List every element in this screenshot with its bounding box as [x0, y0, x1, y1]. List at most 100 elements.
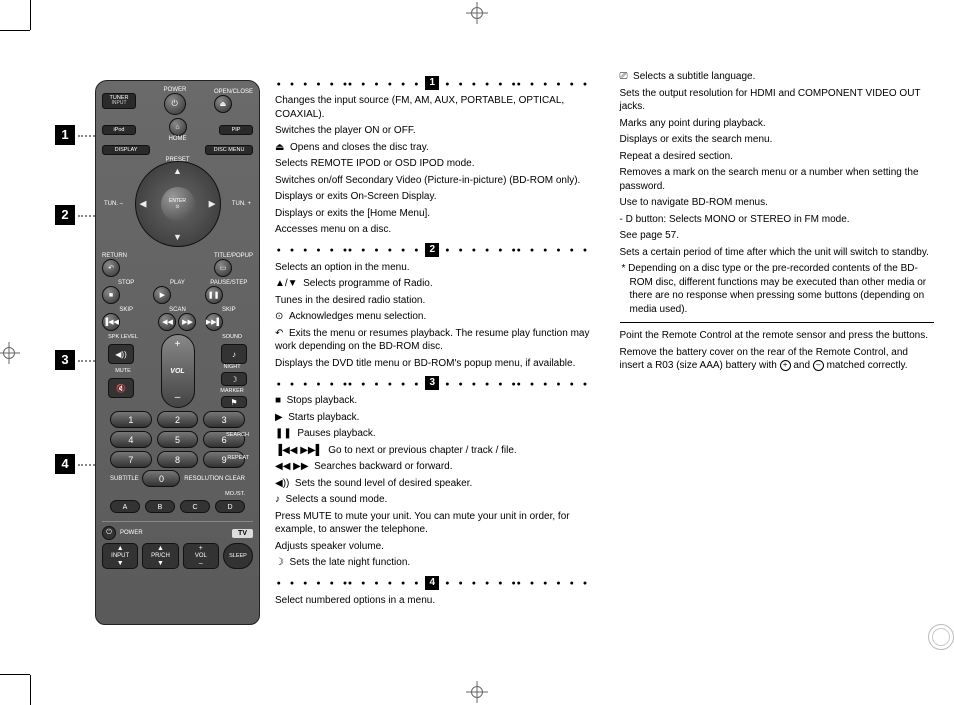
- color-c-button[interactable]: C: [180, 500, 210, 513]
- home-button[interactable]: ⌂: [169, 118, 187, 136]
- scan-fwd-button[interactable]: ▶▶: [178, 313, 196, 331]
- color-a-button[interactable]: A: [110, 500, 140, 513]
- instruction-1: Point the Remote Control at the remote s…: [620, 329, 935, 343]
- page-corner-ornament: [924, 620, 954, 650]
- sound-button[interactable]: ♪: [221, 344, 247, 364]
- color-b-button[interactable]: B: [145, 500, 175, 513]
- description-line: Press MUTE to mute your unit. You can mu…: [275, 510, 590, 537]
- description-line: Switches on/off Secondary Video (Picture…: [275, 174, 590, 188]
- dpad-up[interactable]: ▲: [173, 166, 182, 176]
- display-button[interactable]: DISPLAY: [102, 145, 150, 155]
- section-head-2: 2: [275, 243, 590, 257]
- power-button[interactable]: ⏻: [164, 93, 186, 115]
- skip-prev-button[interactable]: ▐◀◀: [102, 313, 120, 331]
- num-8[interactable]: 8: [157, 451, 199, 468]
- description-line: Sets the output resolution for HDMI and …: [620, 87, 935, 114]
- description-line: - D button: Selects MONO or STEREO in FM…: [620, 213, 935, 227]
- sleep-button[interactable]: SLEEP: [223, 543, 253, 569]
- description-line: Displays the DVD title menu or BD-ROM's …: [275, 357, 590, 371]
- disc-menu-button[interactable]: DISC MENU: [205, 145, 253, 155]
- num-0[interactable]: 0: [142, 470, 180, 487]
- description-line: ◀)) Sets the sound level of desired spea…: [275, 477, 590, 491]
- description-line: Marks any point during playback.: [620, 117, 935, 131]
- ipod-button[interactable]: iPod: [102, 125, 136, 135]
- tv-vol-button[interactable]: +VOL–: [183, 543, 219, 569]
- night-button[interactable]: ☽: [221, 372, 247, 386]
- description-line: ☽ Sets the late night function.: [275, 556, 590, 570]
- power-label: POWER: [164, 87, 187, 93]
- tv-power-button[interactable]: ⏻: [102, 526, 116, 540]
- description-line: Selects REMOTE IPOD or OSD IPOD mode.: [275, 157, 590, 171]
- tuner-input-button[interactable]: TUNERINPUT: [102, 93, 136, 109]
- skip-next-button[interactable]: ▶▶▌: [205, 313, 223, 331]
- description-line: Displays or exits the [Home Menu].: [275, 207, 590, 221]
- tv-control-block: ⏻ POWER TV ▲INPUT▼ ▲PR/CH▼ +VOL– SLEEP: [102, 521, 253, 569]
- tv-input-button[interactable]: ▲INPUT▼: [102, 543, 138, 569]
- description-line: Adjusts speaker volume.: [275, 540, 590, 554]
- description-line: ▐◀◀ ▶▶▌ Go to next or previous chapter /…: [275, 444, 590, 458]
- spk-level-button[interactable]: ◀)): [108, 344, 134, 364]
- description-line: ↶ Exits the menu or resumes playback. Th…: [275, 327, 590, 354]
- section-head-4: 4: [275, 576, 590, 590]
- description-line: Accesses menu on a disc.: [275, 223, 590, 237]
- play-button[interactable]: ▶: [153, 286, 171, 304]
- open-close-button[interactable]: ⏏: [214, 95, 232, 113]
- volume-block: SPK LEVEL ◀)) SOUND ♪ MUTE 🔇 NIGHT ☽ MAR…: [102, 334, 253, 408]
- num-2[interactable]: 2: [157, 411, 199, 428]
- title-popup-button[interactable]: ▭: [214, 259, 232, 277]
- num-1[interactable]: 1: [110, 411, 152, 428]
- section-marker-1: 1: [55, 125, 75, 145]
- num-3[interactable]: 3: [203, 411, 245, 428]
- return-button[interactable]: ↶: [102, 259, 120, 277]
- description-line: Repeat a desired section.: [620, 150, 935, 164]
- description-line: ▲/▼ Selects programme of Radio.: [275, 277, 590, 291]
- instruction-2: Remove the battery cover on the rear of …: [620, 346, 935, 373]
- description-line: Sets a certain period of time after whic…: [620, 246, 935, 260]
- description-line: Displays or exits the search menu.: [620, 133, 935, 147]
- volume-rocker[interactable]: + VOL –: [161, 334, 195, 408]
- description-line: Changes the input source (FM, AM, AUX, P…: [275, 94, 590, 121]
- description-line: Use to navigate BD-ROM menus.: [620, 196, 935, 210]
- tv-prch-button[interactable]: ▲PR/CH▼: [142, 543, 178, 569]
- description-line: ◀◀ ▶▶ Searches backward or forward.: [275, 460, 590, 474]
- pip-button[interactable]: PIP: [219, 125, 253, 135]
- description-line: Tunes in the desired radio station.: [275, 294, 590, 308]
- enter-button[interactable]: ENTER⊙: [161, 187, 195, 221]
- dpad-right[interactable]: ▶: [209, 199, 216, 210]
- dpad-down[interactable]: ▼: [173, 232, 182, 242]
- number-pad: 1 2 3 4 5 6 7 8 9: [110, 411, 245, 468]
- section-head-3: 3: [275, 376, 590, 390]
- dpad: PRESET TUN. – TUN. + ▲ ▼ ◀ ▶ ENTER⊙: [102, 159, 253, 249]
- description-line: Switches the player ON or OFF.: [275, 124, 590, 138]
- num-5[interactable]: 5: [157, 431, 199, 448]
- description-line: ⏏ Opens and closes the disc tray.: [275, 141, 590, 155]
- description-line: Removes a mark on the search menu or a n…: [620, 166, 935, 193]
- num-4[interactable]: 4: [110, 431, 152, 448]
- marker-button[interactable]: ⚑: [221, 396, 247, 408]
- pause-button[interactable]: ❚❚: [205, 286, 223, 304]
- remote-column: 1 2 3 4 TUNERINPUT POWER⏻ OPEN/CLOSE⏏ iP…: [55, 70, 265, 635]
- scan-rew-button[interactable]: ◀◀: [158, 313, 176, 331]
- footnote: * Depending on a disc type or the pre-re…: [620, 262, 935, 316]
- description-line: See page 57.: [620, 229, 935, 243]
- description-text: 1Changes the input source (FM, AM, AUX, …: [275, 70, 934, 610]
- open-close-label: OPEN/CLOSE: [214, 89, 253, 95]
- description-line: ♪ Selects a sound mode.: [275, 493, 590, 507]
- description-line: ❚❚ Pauses playback.: [275, 427, 590, 441]
- description-line: ■ Stops playback.: [275, 394, 590, 408]
- mute-button[interactable]: 🔇: [108, 378, 134, 398]
- section-marker-2: 2: [55, 205, 75, 225]
- remote-control: TUNERINPUT POWER⏻ OPEN/CLOSE⏏ iPod ⌂HOME…: [95, 80, 260, 625]
- description-line: Displays or exits On-Screen Display.: [275, 190, 590, 204]
- description-line: Select numbered options in a menu.: [275, 594, 590, 608]
- dpad-left[interactable]: ◀: [140, 199, 147, 210]
- stop-button[interactable]: ■: [102, 286, 120, 304]
- section-marker-4: 4: [55, 454, 75, 474]
- section-marker-3: 3: [55, 350, 75, 370]
- description-line: ⊙ Acknowledges menu selection.: [275, 310, 590, 324]
- description-line: Selects an option in the menu.: [275, 261, 590, 275]
- color-d-button[interactable]: D: [215, 500, 245, 513]
- description-line: ⎚ Selects a subtitle language.: [620, 70, 935, 84]
- description-line: ▶ Starts playback.: [275, 411, 590, 425]
- num-7[interactable]: 7: [110, 451, 152, 468]
